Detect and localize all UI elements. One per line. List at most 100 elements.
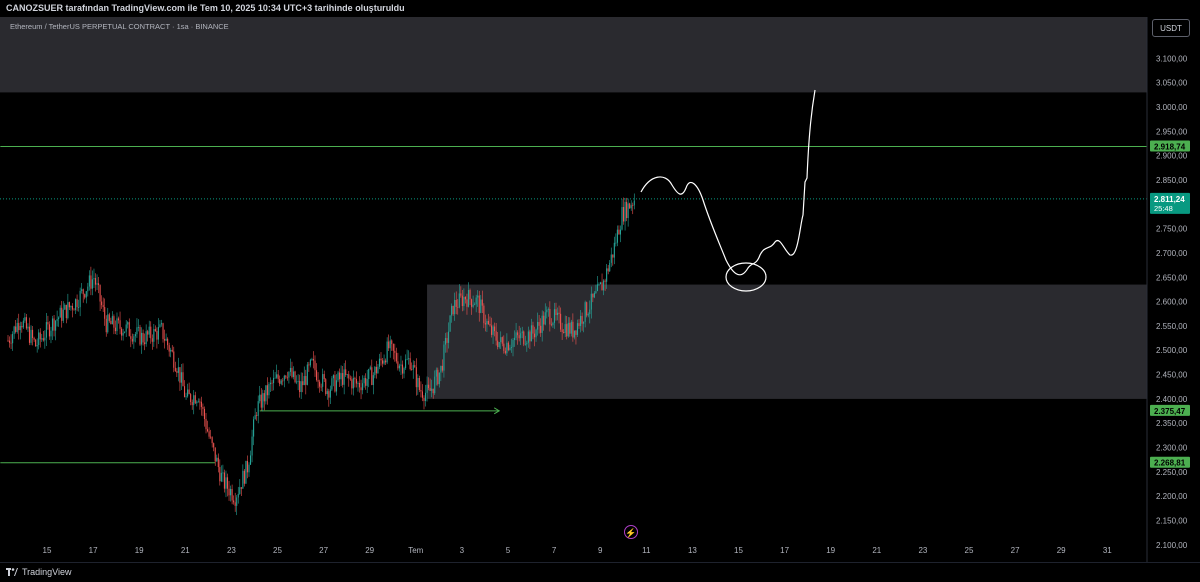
candle-body bbox=[547, 309, 549, 310]
price-tick-label: 2.100,00 bbox=[1156, 541, 1188, 550]
candle-body bbox=[58, 317, 60, 320]
candle-body bbox=[24, 317, 26, 321]
candle-body bbox=[411, 369, 413, 370]
candle-body bbox=[567, 322, 569, 337]
time-tick-label: 25 bbox=[965, 546, 974, 555]
tradingview-wordmark: TradingView bbox=[22, 567, 72, 577]
candle-body bbox=[140, 332, 143, 345]
candle-body bbox=[368, 369, 370, 380]
candle-body bbox=[537, 322, 539, 330]
candle-body bbox=[246, 460, 249, 473]
candle-body bbox=[50, 330, 52, 337]
candle-body bbox=[44, 337, 46, 341]
candle-body bbox=[540, 325, 542, 333]
candle-body bbox=[515, 332, 517, 338]
candle-body bbox=[271, 382, 273, 384]
candle-body bbox=[245, 460, 247, 484]
current-price-tag bbox=[1150, 192, 1190, 214]
candle-body bbox=[291, 367, 293, 377]
candle-body bbox=[532, 325, 534, 334]
candle-body bbox=[314, 360, 316, 371]
candle-body bbox=[136, 327, 138, 335]
candle-body bbox=[32, 329, 34, 339]
candle-body bbox=[248, 464, 250, 473]
candle-body bbox=[259, 394, 261, 402]
candle-body bbox=[627, 203, 629, 219]
candle-body bbox=[154, 329, 156, 332]
candle-body bbox=[177, 367, 179, 373]
candle-body bbox=[296, 381, 298, 383]
candle-body bbox=[489, 324, 491, 326]
tradingview-brand[interactable]: TradingView bbox=[6, 567, 72, 577]
candle-body bbox=[616, 229, 618, 243]
candle-body bbox=[346, 374, 348, 376]
time-tick-label: 17 bbox=[780, 546, 789, 555]
candle-body bbox=[561, 329, 563, 332]
candle-body bbox=[268, 384, 270, 396]
candle-body bbox=[580, 315, 582, 326]
candle-body bbox=[629, 203, 631, 209]
time-tick-label: 3 bbox=[460, 546, 465, 555]
candle-body bbox=[107, 314, 109, 333]
candle-body bbox=[530, 325, 532, 342]
candle-body bbox=[251, 436, 253, 456]
candle-body bbox=[48, 324, 50, 337]
candle-body bbox=[243, 470, 245, 484]
candle-body bbox=[131, 338, 133, 342]
candle-body bbox=[81, 289, 83, 291]
candle-body bbox=[193, 395, 195, 406]
highlight-circle-drawing bbox=[725, 262, 767, 292]
currency-button[interactable]: USDT bbox=[1152, 19, 1190, 37]
candle-body bbox=[570, 321, 572, 334]
candle-body bbox=[194, 395, 196, 404]
candle-body bbox=[98, 283, 100, 286]
candle-body bbox=[197, 401, 199, 403]
candle-body bbox=[609, 262, 611, 272]
candle-body bbox=[420, 389, 422, 392]
price-tick-label: 2.150,00 bbox=[1156, 517, 1188, 526]
candle-body bbox=[312, 359, 315, 361]
candle-body bbox=[507, 342, 509, 351]
price-tick-label: 3.100,00 bbox=[1156, 54, 1188, 63]
candle-body bbox=[429, 388, 431, 391]
countdown-label: 25:48 bbox=[1154, 204, 1173, 213]
candle-body bbox=[527, 331, 529, 343]
candle-body bbox=[564, 324, 566, 333]
price-tick-label: 2.950,00 bbox=[1156, 127, 1188, 136]
candle-body bbox=[497, 340, 499, 348]
candle-body bbox=[253, 419, 255, 437]
candle-body bbox=[210, 436, 212, 438]
candle-body bbox=[15, 326, 17, 332]
price-tick-label: 2.400,00 bbox=[1156, 395, 1188, 404]
candle-body bbox=[586, 302, 588, 316]
candle-body bbox=[372, 375, 374, 385]
time-tick-label: 27 bbox=[319, 546, 328, 555]
candle-body bbox=[472, 304, 474, 307]
level-arrow bbox=[493, 407, 501, 415]
candle-body bbox=[334, 375, 336, 392]
candle-body bbox=[153, 329, 155, 342]
candle-body bbox=[127, 322, 129, 325]
candle-body bbox=[343, 369, 345, 385]
price-tag-label: 2.918,74 bbox=[1154, 143, 1186, 152]
lightning-bolt-icon[interactable]: ⚡ bbox=[624, 525, 638, 539]
price-axis[interactable]: 3.100,00 3.050,00 3.000,00 2.950,00 2.900,00… bbox=[1156, 54, 1188, 549]
candle-body bbox=[7, 340, 9, 342]
symbol-legend[interactable]: Ethereum / TetherUS PERPETUAL CONTRACT ·… bbox=[10, 22, 229, 31]
candle-body bbox=[76, 299, 78, 308]
candle-body bbox=[18, 322, 20, 331]
time-axis[interactable]: 15 17 19 21 23 25 27 29 Tem 3 5 7 9 11 13 15 17 19 21 23 25 2… bbox=[43, 546, 1113, 555]
candle-body bbox=[451, 305, 453, 316]
candle-body bbox=[575, 330, 577, 335]
candle-body bbox=[273, 377, 275, 384]
candle-body bbox=[541, 315, 543, 333]
candle-body bbox=[401, 364, 404, 374]
candle-body bbox=[607, 268, 609, 272]
candle-body bbox=[331, 378, 333, 390]
time-tick-label: 7 bbox=[552, 546, 557, 555]
candle-body bbox=[325, 379, 327, 395]
candle-body bbox=[240, 487, 242, 489]
candle-body bbox=[145, 331, 147, 345]
candle-body bbox=[589, 309, 591, 315]
